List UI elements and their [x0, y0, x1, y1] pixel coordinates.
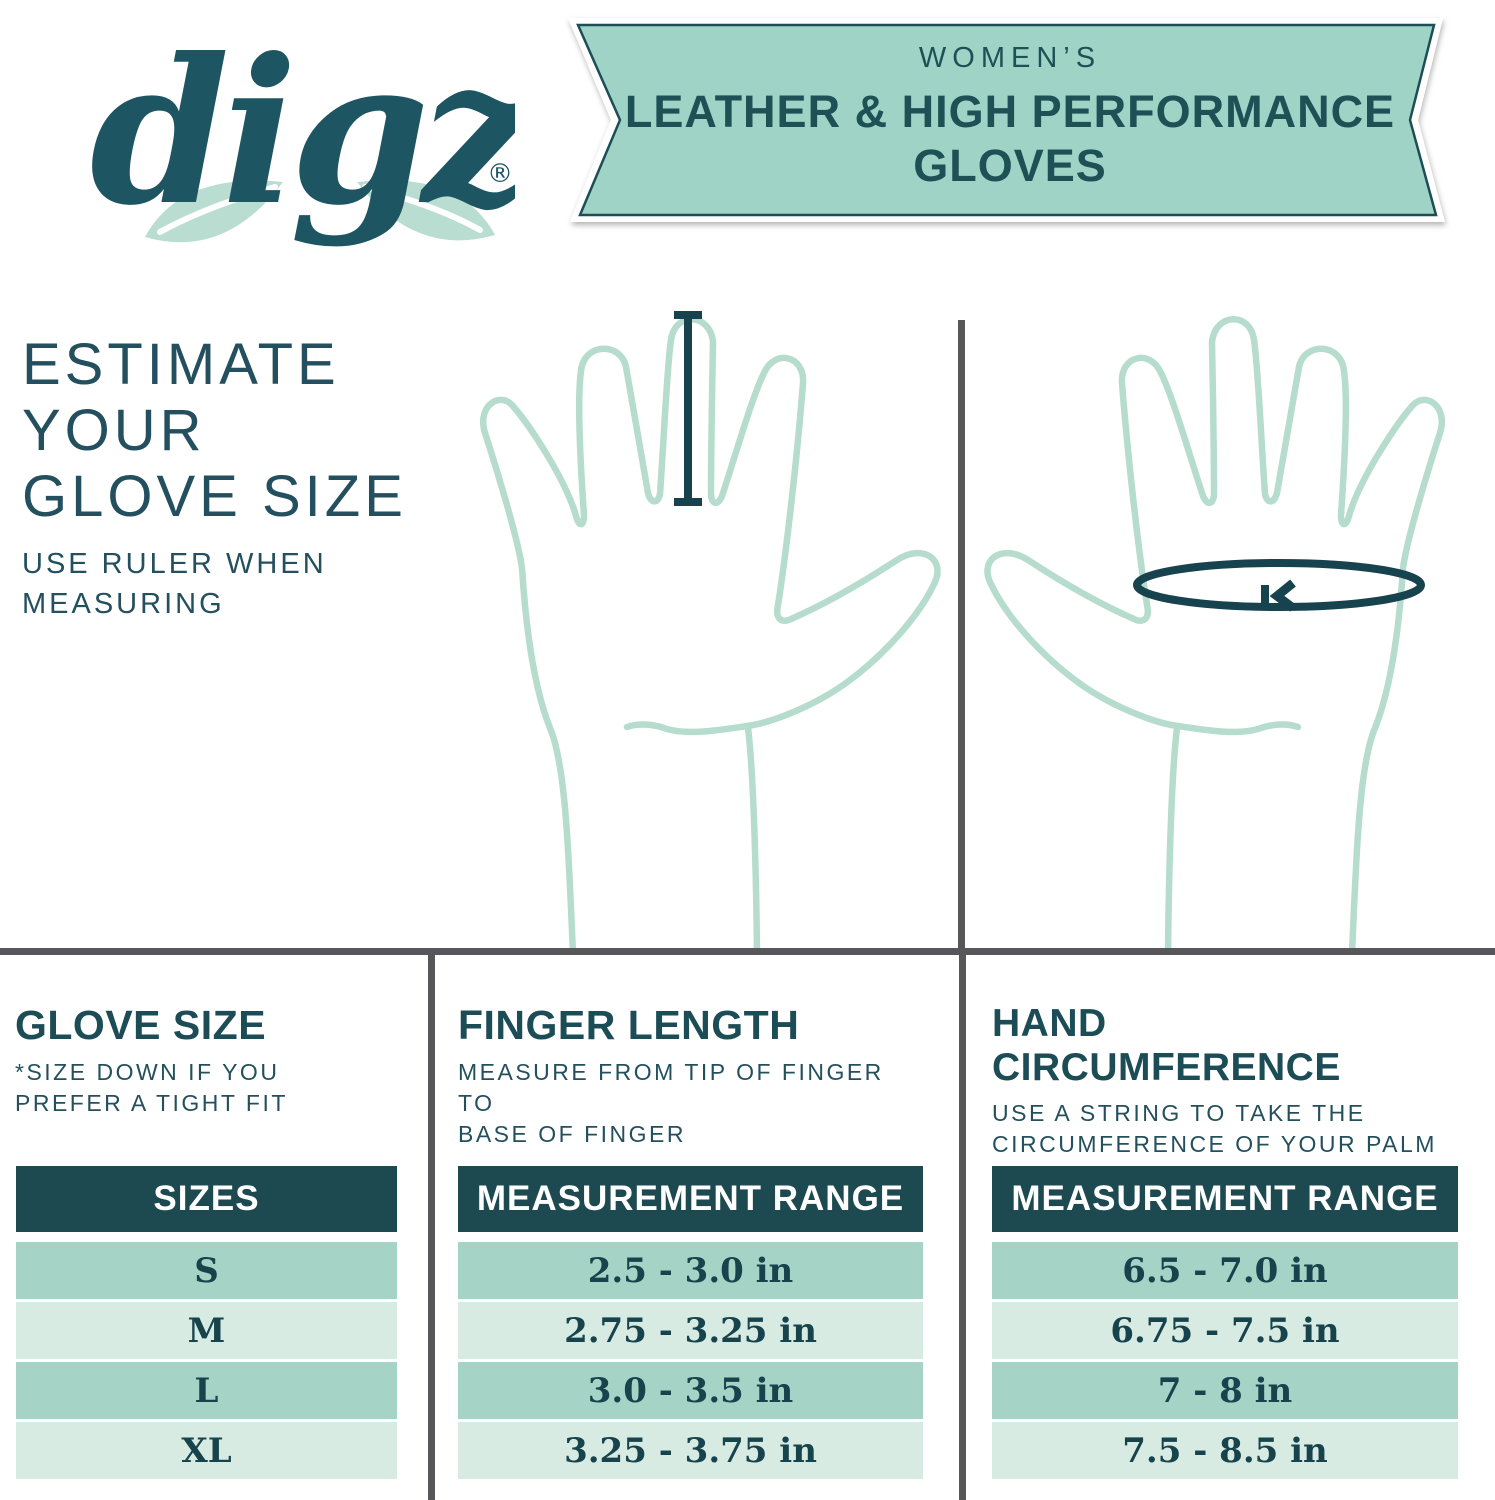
banner-line-leather: LEATHER & HIGH PERFORMANCE [624, 86, 1396, 137]
sizes-table-header: SIZES [16, 1166, 397, 1232]
sizes-table: SIZES S M L XL [16, 1166, 397, 1479]
intro-block: ESTIMATE YOUR GLOVE SIZE USE RULER WHEN … [22, 332, 502, 624]
table-row: 2.75 - 3.25 in [458, 1302, 923, 1359]
wrist-line [744, 724, 761, 955]
finger-length-heading: FINGER LENGTH [458, 1002, 800, 1048]
leaf-left-vein [157, 184, 278, 235]
wrist-line-mirrored [1164, 724, 1181, 955]
title-ribbon [568, 18, 1445, 222]
hand-circumference-subheading: USE A STRING TO TAKE THE CIRCUMFERENCE O… [992, 1100, 1437, 1157]
banner-line-gloves: GLOVES [913, 140, 1107, 191]
table-row: 6.5 - 7.0 in [992, 1242, 1458, 1299]
hand-outline-left [480, 311, 941, 955]
table-row: 6.75 - 7.5 in [992, 1302, 1458, 1359]
glove-size-heading: GLOVE SIZE [15, 1002, 267, 1048]
page-title: ESTIMATE YOUR GLOVE SIZE [22, 332, 407, 529]
column-divider-2 [959, 955, 966, 1500]
hands-vertical-divider [958, 320, 965, 948]
page-subtitle: USE RULER WHEN MEASURING [22, 548, 327, 620]
hand-circumference-table: MEASUREMENT RANGE 6.5 - 7.0 in 6.75 - 7.… [992, 1166, 1458, 1479]
table-row: 3.25 - 3.75 in [458, 1422, 923, 1479]
horizontal-divider [0, 948, 1495, 955]
table-row: 2.5 - 3.0 in [458, 1242, 923, 1299]
table-row: 3.0 - 3.5 in [458, 1362, 923, 1419]
table-row: 7 - 8 in [992, 1362, 1458, 1419]
hand-circumference-heading: HAND CIRCUMFERENCE [992, 1002, 1341, 1089]
hand-outline-right [984, 316, 1445, 955]
table-row: M [16, 1302, 397, 1359]
table-row: S [16, 1242, 397, 1299]
ribbon-inner [576, 23, 1438, 217]
table-row: L [16, 1362, 397, 1419]
table-row: 7.5 - 8.5 in [992, 1422, 1458, 1479]
hand-path [480, 316, 941, 955]
finger-length-column: FINGER LENGTH MEASURE FROM TIP OF FINGER… [458, 1002, 926, 1150]
hand-circumference-table-header: MEASUREMENT RANGE [992, 1166, 1458, 1232]
column-divider-1 [428, 955, 435, 1500]
banner-line-womens: WOMEN’S [918, 42, 1102, 74]
circumference-measure-icon [1133, 559, 1425, 612]
glove-size-column: GLOVE SIZE *SIZE DOWN IF YOU PREFER A TI… [15, 1002, 398, 1119]
glove-size-subheading: *SIZE DOWN IF YOU PREFER A TIGHT FIT [15, 1059, 288, 1116]
finger-length-subheading: MEASURE FROM TIP OF FINGER TO BASE OF FI… [458, 1059, 884, 1147]
table-row: XL [16, 1422, 397, 1479]
finger-length-table-header: MEASUREMENT RANGE [458, 1166, 923, 1232]
finger-length-table: MEASUREMENT RANGE 2.5 - 3.0 in 2.75 - 3.… [458, 1166, 923, 1479]
registered-mark: ® [487, 159, 513, 189]
banner-text: WOMEN’S LEATHER & HIGH PERFORMANCE GLOVE… [618, 42, 1402, 192]
digz-logo: digz ® [90, 15, 515, 250]
finger-length-measure-icon [674, 311, 702, 506]
hand-circumference-column: HAND CIRCUMFERENCE USE A STRING TO TAKE … [992, 1002, 1462, 1160]
hand-path-mirrored [984, 316, 1445, 955]
leaf-right-vein [362, 184, 483, 233]
brand-wordmark: digz [90, 15, 515, 250]
